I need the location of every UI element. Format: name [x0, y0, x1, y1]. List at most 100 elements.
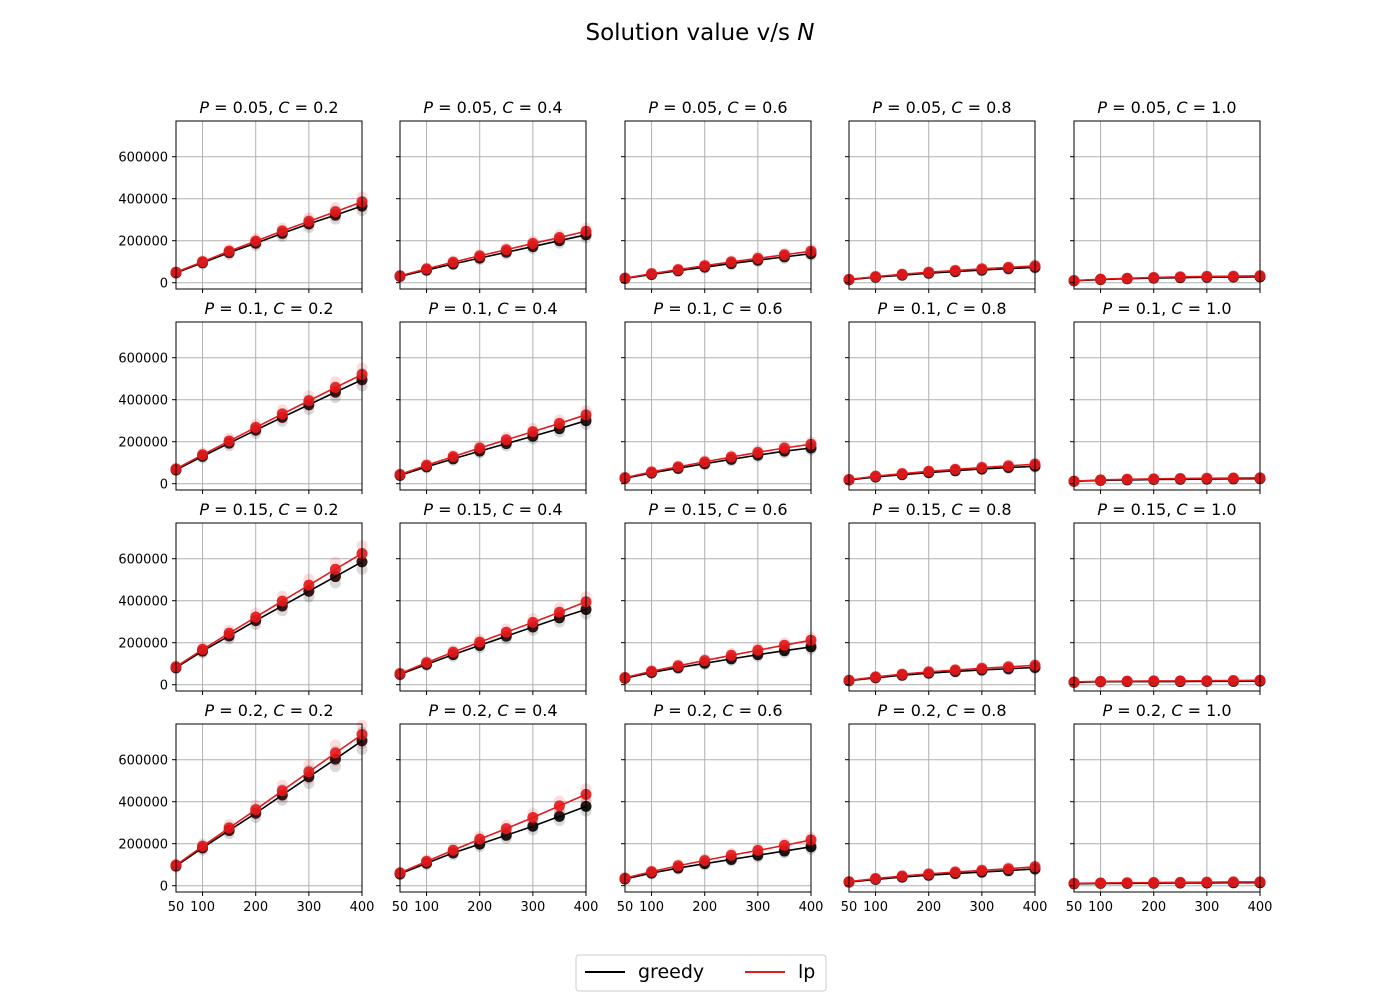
- subplot-title: P = 0.1, C = 0.6: [653, 299, 782, 318]
- replicate-point: [329, 739, 341, 751]
- axes-frame: [848, 723, 1036, 893]
- figure-title-var: N: [797, 20, 814, 46]
- subplot-16: 100 200 300 400 500 200000 400000 600000 P = 0.2…: [118, 701, 374, 915]
- data-point: [672, 860, 684, 872]
- subplot-title: P = 0.2, C = 0.2: [204, 701, 333, 720]
- x-tick-label: 100: [863, 900, 888, 915]
- data-point: [250, 421, 262, 433]
- y-tick-label: 200000: [118, 637, 168, 652]
- data-point: [752, 252, 764, 264]
- data-point: [896, 870, 908, 882]
- data-point: [553, 800, 565, 812]
- y-tick-label: 600000: [118, 151, 168, 166]
- axes-frame: [1073, 321, 1261, 491]
- data-point: [303, 579, 315, 591]
- data-point: [1201, 472, 1213, 484]
- axes-frame: [175, 120, 363, 290]
- data-point: [896, 268, 908, 280]
- data-point: [699, 655, 711, 667]
- axes-frame: [399, 120, 587, 290]
- data-point: [923, 266, 935, 278]
- x-tick-label: 100: [190, 900, 215, 915]
- data-point: [949, 265, 961, 277]
- y-tick-label: 600000: [118, 553, 168, 568]
- figure-title-prefix: Solution value v/s: [585, 20, 797, 46]
- data-point: [1174, 472, 1186, 484]
- x-tick-label: 200: [243, 900, 268, 915]
- data-point: [1095, 273, 1107, 285]
- data-point: [1002, 661, 1014, 673]
- data-point: [699, 260, 711, 272]
- data-point: [250, 804, 262, 816]
- data-point: [976, 462, 988, 474]
- data-point: [1174, 271, 1186, 283]
- data-point: [421, 855, 433, 867]
- data-point: [699, 456, 711, 468]
- subplot-5: P = 0.05, C = 1.0: [1068, 98, 1266, 293]
- series-lp: [619, 632, 817, 684]
- y-tick-label: 0: [160, 880, 168, 895]
- data-point: [527, 820, 539, 832]
- subplot-17: 100 200 300 400 50 P = 0.2, C = 0.4: [392, 701, 599, 915]
- data-point: [500, 823, 512, 835]
- subplot-title: P = 0.15, C = 0.6: [648, 500, 787, 519]
- data-point: [725, 849, 737, 861]
- data-point: [527, 426, 539, 438]
- y-tick-label: 200000: [118, 838, 168, 853]
- data-point: [500, 244, 512, 256]
- data-point: [223, 245, 235, 257]
- y-tick-label: 400000: [118, 796, 168, 811]
- replicate-point: [329, 761, 341, 773]
- axes-frame: [1073, 120, 1261, 290]
- subplot-title: P = 0.2, C = 1.0: [1102, 701, 1231, 720]
- x-tick-label: 100: [414, 900, 439, 915]
- x-tick-label: 200: [1141, 900, 1166, 915]
- axes-frame: [399, 723, 587, 893]
- data-point: [250, 235, 262, 247]
- data-point: [553, 417, 565, 429]
- axes-frame: [175, 522, 363, 692]
- series-lp: [1068, 876, 1266, 890]
- data-point: [527, 616, 539, 628]
- data-point: [250, 611, 262, 623]
- data-point: [1002, 261, 1014, 273]
- data-point: [303, 215, 315, 227]
- data-point: [421, 459, 433, 471]
- subplot-title: P = 0.15, C = 0.4: [423, 500, 562, 519]
- subplot-1: 0 200000 400000 600000 P = 0.05, C = 0.2: [118, 98, 368, 293]
- y-tick-label: 400000: [118, 394, 168, 409]
- series-lp: [394, 591, 592, 680]
- data-point: [1201, 270, 1213, 282]
- data-point: [923, 666, 935, 678]
- data-point: [329, 206, 341, 218]
- subplot-14: P = 0.15, C = 0.8: [843, 500, 1041, 695]
- data-point: [447, 844, 459, 856]
- data-point: [1201, 876, 1213, 888]
- x-tick-label: 200: [467, 900, 492, 915]
- x-tick-label: 50: [168, 900, 185, 915]
- data-point: [949, 463, 961, 475]
- data-point: [1148, 271, 1160, 283]
- data-point: [197, 256, 209, 268]
- subplot-title: P = 0.05, C = 0.8: [872, 98, 1011, 117]
- x-tick-label: 300: [520, 900, 545, 915]
- data-point: [1227, 270, 1239, 282]
- series-lp: [619, 436, 817, 484]
- subplot-title: P = 0.2, C = 0.8: [877, 701, 1006, 720]
- axes-frame: [175, 321, 363, 491]
- legend-label: greedy: [638, 961, 704, 983]
- data-point: [197, 449, 209, 461]
- data-point: [896, 468, 908, 480]
- subplot-title: P = 0.05, C = 0.2: [199, 98, 338, 117]
- data-point: [646, 866, 658, 878]
- axes-frame: [624, 120, 812, 290]
- data-point: [976, 864, 988, 876]
- series-lp: [394, 222, 592, 282]
- series-lp: [394, 405, 592, 481]
- subplot-18: 100 200 300 400 50 P = 0.2, C = 0.6: [617, 701, 824, 915]
- axes-frame: [624, 723, 812, 893]
- subplot-title: P = 0.1, C = 0.8: [877, 299, 1006, 318]
- subplot-title: P = 0.05, C = 1.0: [1097, 98, 1236, 117]
- data-point: [1002, 460, 1014, 472]
- subplot-title: P = 0.05, C = 0.4: [423, 98, 562, 117]
